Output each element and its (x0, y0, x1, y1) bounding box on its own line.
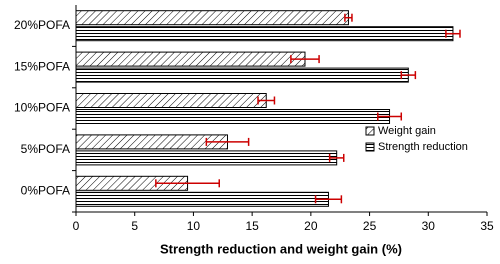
y-tick-label: 20%POFA (14, 18, 70, 32)
error-bar (205, 137, 250, 146)
bar (75, 10, 349, 26)
bar (75, 150, 338, 166)
bar (75, 93, 267, 108)
y-tick-label: 15%POFA (14, 59, 70, 73)
error-bar (344, 13, 353, 22)
error-bar (328, 153, 345, 162)
x-tick-label: 10 (187, 219, 201, 233)
error-bar (155, 179, 221, 188)
bar (75, 191, 329, 207)
error-bar (257, 96, 276, 105)
legend-label: Strength reduction (378, 141, 468, 153)
error-bar (314, 195, 343, 204)
error-bar (290, 55, 320, 64)
error-bar (400, 71, 417, 80)
x-tick-label: 35 (480, 219, 494, 233)
x-tick-label: 30 (422, 219, 436, 233)
x-axis-title: Strength reduction and weight gain (%) (160, 241, 402, 256)
bar (75, 67, 409, 83)
y-tick-label: 10%POFA (14, 101, 70, 115)
error-bar (377, 112, 403, 121)
error-bar (445, 29, 461, 38)
x-tick-label: 25 (363, 219, 377, 233)
bar (75, 109, 391, 124)
x-tick-label: 5 (131, 219, 138, 233)
x-tick-label: 20 (304, 219, 318, 233)
y-tick-label: 5%POFA (21, 142, 70, 156)
bar (75, 134, 228, 150)
legend-swatch (365, 126, 375, 136)
bar (75, 51, 306, 67)
x-tick-label: 15 (245, 219, 259, 233)
legend-label: Weight gain (378, 125, 436, 137)
bar (75, 26, 454, 42)
legend-swatch (365, 142, 375, 152)
x-tick-label: 0 (73, 219, 80, 233)
y-tick-label: 0%POFA (21, 183, 70, 197)
